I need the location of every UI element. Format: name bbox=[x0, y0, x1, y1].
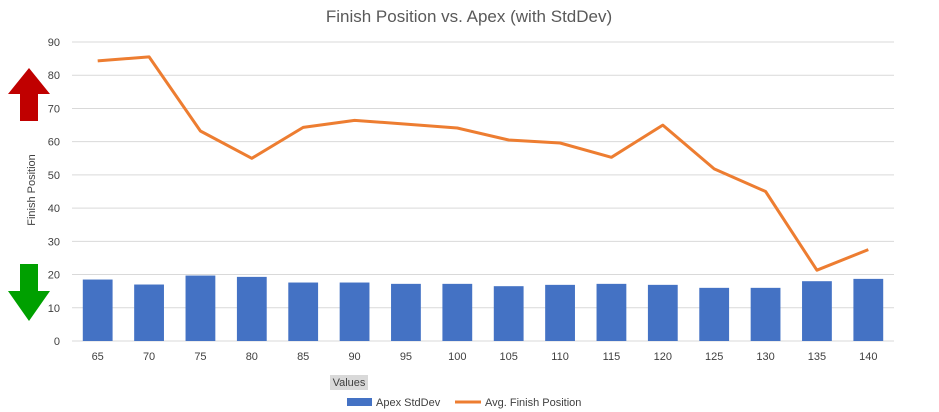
bar-125 bbox=[699, 287, 730, 341]
bar-65 bbox=[82, 279, 113, 341]
x-tick-label: 115 bbox=[603, 351, 621, 363]
x-tick-label: 125 bbox=[705, 351, 723, 363]
legend: Apex StdDev Avg. Finish Position bbox=[347, 397, 581, 409]
y-tick-label: 90 bbox=[48, 37, 60, 49]
up-arrow-icon bbox=[8, 68, 50, 121]
bar-80 bbox=[236, 276, 267, 341]
bar-90 bbox=[339, 282, 370, 341]
values-field-button[interactable]: Values bbox=[333, 377, 366, 389]
x-tick-label: 130 bbox=[756, 351, 774, 363]
y-tick-label: 70 bbox=[48, 103, 60, 115]
x-tick-label: 75 bbox=[194, 351, 206, 363]
bar-115 bbox=[596, 283, 627, 341]
x-tick-label: 135 bbox=[808, 351, 826, 363]
bar-110 bbox=[545, 284, 575, 341]
legend-label-avg-finish-position: Avg. Finish Position bbox=[485, 397, 581, 409]
y-axis-label: Finish Position bbox=[26, 154, 38, 226]
x-tick-label: 105 bbox=[500, 351, 518, 363]
y-tick-label: 50 bbox=[48, 170, 60, 182]
bar-70 bbox=[134, 284, 164, 341]
legend-swatch-apex-stddev bbox=[347, 398, 372, 406]
bar-120 bbox=[647, 284, 678, 341]
x-tick-label: 85 bbox=[297, 351, 309, 363]
y-tick-label: 20 bbox=[48, 270, 60, 282]
bar-100 bbox=[442, 283, 473, 341]
y-axis-ticks: 0 10 20 30 40 50 60 70 80 90 bbox=[48, 37, 60, 348]
x-tick-label: 110 bbox=[551, 351, 569, 363]
x-tick-label: 95 bbox=[400, 351, 412, 363]
x-tick-label: 70 bbox=[143, 351, 155, 363]
down-arrow-icon bbox=[8, 264, 50, 321]
x-tick-label: 140 bbox=[859, 351, 877, 363]
line-series bbox=[97, 55, 869, 272]
x-tick-label: 120 bbox=[654, 351, 672, 363]
x-axis-ticks: 65 70 75 80 85 90 95 100 105 110 115 120 125 130 135 14… bbox=[92, 351, 878, 363]
x-tick-label: 100 bbox=[448, 351, 466, 363]
x-tick-label: 80 bbox=[246, 351, 258, 363]
bar-75 bbox=[185, 275, 216, 341]
bar-130 bbox=[750, 287, 781, 341]
x-tick-label: 90 bbox=[348, 351, 360, 363]
chart-title: Finish Position vs. Apex (with StdDev) bbox=[326, 7, 612, 26]
y-tick-label: 60 bbox=[48, 137, 60, 149]
bar-85 bbox=[288, 282, 319, 341]
bar-135 bbox=[802, 281, 832, 341]
bar-series bbox=[82, 275, 884, 341]
y-tick-label: 80 bbox=[48, 70, 60, 82]
bar-140 bbox=[853, 278, 884, 341]
avg-finish-position-line bbox=[97, 55, 869, 272]
values-field-button-bg[interactable] bbox=[330, 375, 368, 390]
y-tick-label: 10 bbox=[48, 303, 60, 315]
y-tick-label: 30 bbox=[48, 236, 60, 248]
bar-105 bbox=[493, 286, 524, 341]
bar-95 bbox=[391, 283, 421, 341]
x-tick-label: 65 bbox=[92, 351, 104, 363]
y-tick-label: 40 bbox=[48, 203, 60, 215]
y-tick-label: 0 bbox=[54, 336, 60, 348]
legend-label-apex-stddev: Apex StdDev bbox=[376, 397, 441, 409]
